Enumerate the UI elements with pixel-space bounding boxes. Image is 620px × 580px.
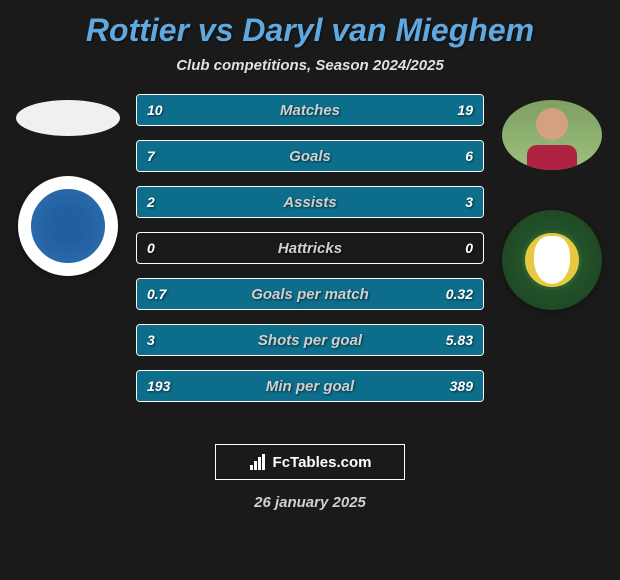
stat-value-right: 19 [457,102,473,118]
content-area: 10Matches19 7Goals6 2Assists3 0Hattricks0 0.… [0,94,620,434]
club-logo-right [502,210,602,310]
left-player-column [8,94,128,434]
comparison-title: Rottier vs Daryl van Mieghem [0,0,620,49]
stat-row: 0Hattricks0 [136,232,484,264]
footer-date: 26 january 2025 [0,494,620,511]
player-right-photo [502,100,602,170]
right-player-column [492,94,612,434]
stat-row: 3Shots per goal5.83 [136,324,484,356]
stat-label: Min per goal [137,378,483,395]
brand-text: FcTables.com [273,454,372,471]
club-logo-left [18,176,118,276]
stat-label: Matches [137,102,483,119]
stat-label: Goals per match [137,286,483,303]
stat-value-right: 0 [465,240,473,256]
stat-value-right: 389 [450,378,473,394]
stat-label: Goals [137,148,483,165]
stork-icon [534,236,570,284]
brand-badge: FcTables.com [215,444,405,480]
stat-value-right: 0.32 [446,286,473,302]
stat-label: Shots per goal [137,332,483,349]
stat-value-right: 3 [465,194,473,210]
player-left-placeholder [16,100,120,136]
stat-row: 7Goals6 [136,140,484,172]
stat-label: Hattricks [137,240,483,257]
chart-icon [249,453,267,471]
stat-row: 10Matches19 [136,94,484,126]
eindhoven-emblem [28,186,108,266]
stat-value-right: 5.83 [446,332,473,348]
stat-row: 193Min per goal389 [136,370,484,402]
stats-container: 10Matches19 7Goals6 2Assists3 0Hattricks0 0.… [136,94,484,416]
stat-label: Assists [137,194,483,211]
stat-row: 2Assists3 [136,186,484,218]
stat-value-right: 6 [465,148,473,164]
season-subtitle: Club competitions, Season 2024/2025 [0,57,620,74]
stat-row: 0.7Goals per match0.32 [136,278,484,310]
